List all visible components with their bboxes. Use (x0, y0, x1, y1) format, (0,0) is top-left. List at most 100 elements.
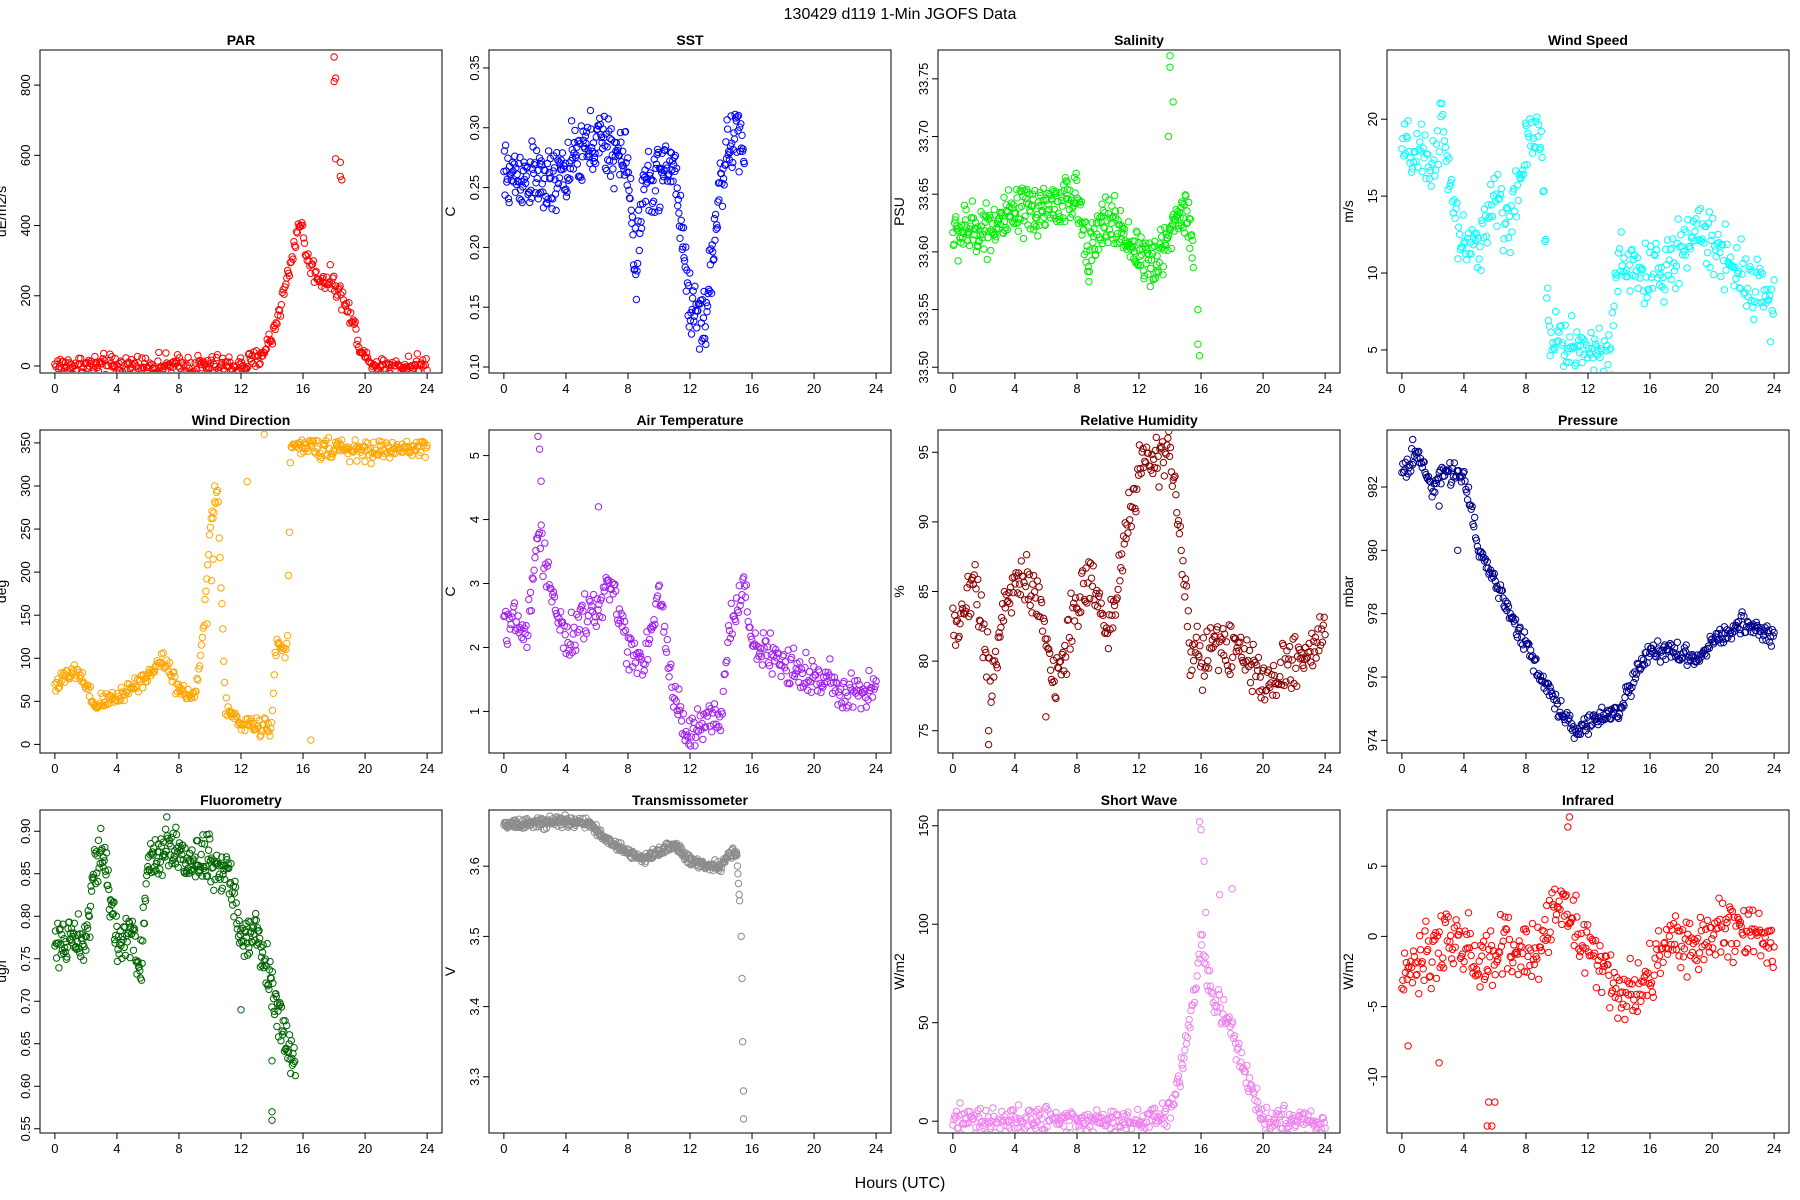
data-point (423, 441, 431, 450)
data-point (291, 243, 300, 252)
data-point (1666, 245, 1674, 254)
data-point (1028, 609, 1036, 617)
data-point (210, 509, 218, 517)
data-point (871, 682, 879, 690)
data-point (709, 248, 717, 256)
data-point (1552, 696, 1561, 705)
y-tick-label: 0.85 (18, 861, 33, 886)
data-point (1710, 270, 1718, 279)
data-point (1669, 235, 1677, 243)
y-tick-label: 0 (18, 741, 33, 748)
data-point (957, 238, 965, 247)
series-air-temperature (500, 432, 880, 750)
data-point (529, 823, 537, 832)
data-point (105, 885, 113, 894)
data-point (1713, 240, 1722, 248)
data-point (1198, 686, 1207, 694)
data-point (626, 634, 634, 642)
data-point (1306, 647, 1314, 656)
data-point (1408, 168, 1416, 176)
y-tick-label: 10 (1365, 266, 1380, 280)
data-point (1536, 672, 1545, 681)
data-point (233, 368, 241, 372)
data-point (1129, 255, 1138, 263)
data-point (1195, 950, 1203, 958)
data-point (738, 131, 746, 140)
data-point (1644, 286, 1652, 294)
data-point (227, 859, 235, 868)
data-point (271, 648, 279, 657)
data-point (1148, 250, 1157, 258)
data-point (999, 617, 1008, 625)
data-point (1433, 127, 1442, 135)
data-point (1514, 196, 1523, 205)
data-point (1086, 594, 1094, 603)
data-point (804, 686, 812, 694)
data-point (1181, 575, 1190, 583)
data-point (347, 309, 355, 317)
data-point (1228, 885, 1236, 893)
data-point (1649, 270, 1658, 278)
x-tick-label: 8 (624, 1141, 631, 1156)
data-point (191, 853, 199, 861)
data-point (1681, 251, 1690, 259)
data-point (949, 604, 957, 612)
data-point (1703, 248, 1712, 257)
data-point (268, 706, 277, 715)
y-tick-label: 33.60 (916, 236, 931, 269)
data-point (1120, 230, 1128, 238)
data-point (644, 161, 652, 170)
data-point (829, 678, 838, 687)
data-point (535, 445, 544, 453)
panel-title: Salinity (1114, 32, 1164, 48)
data-point (1416, 138, 1424, 146)
data-point (1021, 596, 1029, 604)
data-point (1243, 636, 1251, 644)
data-point (149, 844, 158, 852)
data-point (613, 616, 622, 624)
data-point (1124, 218, 1133, 226)
data-point (284, 1048, 293, 1056)
data-point (991, 236, 999, 244)
data-point (1483, 239, 1491, 247)
data-point (1415, 145, 1423, 154)
data-point (1116, 577, 1124, 585)
data-point (1276, 1112, 1284, 1121)
data-point (1071, 594, 1080, 602)
data-point (801, 663, 809, 672)
y-tick-label: 978 (1365, 603, 1380, 625)
data-point (270, 1007, 278, 1015)
data-point (1606, 714, 1614, 723)
data-point (1311, 633, 1320, 641)
y-axis-label: ug/l (0, 960, 9, 983)
data-point (707, 289, 716, 297)
data-point (1645, 285, 1653, 293)
data-point (995, 629, 1003, 637)
data-point (581, 590, 589, 598)
data-point (108, 910, 117, 919)
data-point (1532, 655, 1540, 663)
data-point (1037, 201, 1045, 210)
data-point (1165, 452, 1174, 461)
data-point (1189, 657, 1198, 665)
data-point (1074, 622, 1082, 630)
data-point (569, 165, 577, 173)
data-point (269, 979, 277, 987)
data-point (688, 294, 697, 302)
data-point (1631, 674, 1640, 683)
data-point (1537, 127, 1546, 136)
data-point (1175, 530, 1184, 538)
data-point (139, 684, 147, 692)
data-point (501, 141, 510, 149)
data-point (1562, 358, 1570, 367)
data-point (1072, 169, 1080, 178)
data-point (1031, 594, 1040, 602)
data-point (1050, 205, 1059, 214)
data-point (817, 688, 825, 697)
x-tick-label: 12 (234, 381, 248, 396)
data-point (669, 177, 677, 186)
data-point (291, 242, 299, 250)
data-point (281, 1017, 289, 1025)
data-point (1256, 673, 1265, 681)
